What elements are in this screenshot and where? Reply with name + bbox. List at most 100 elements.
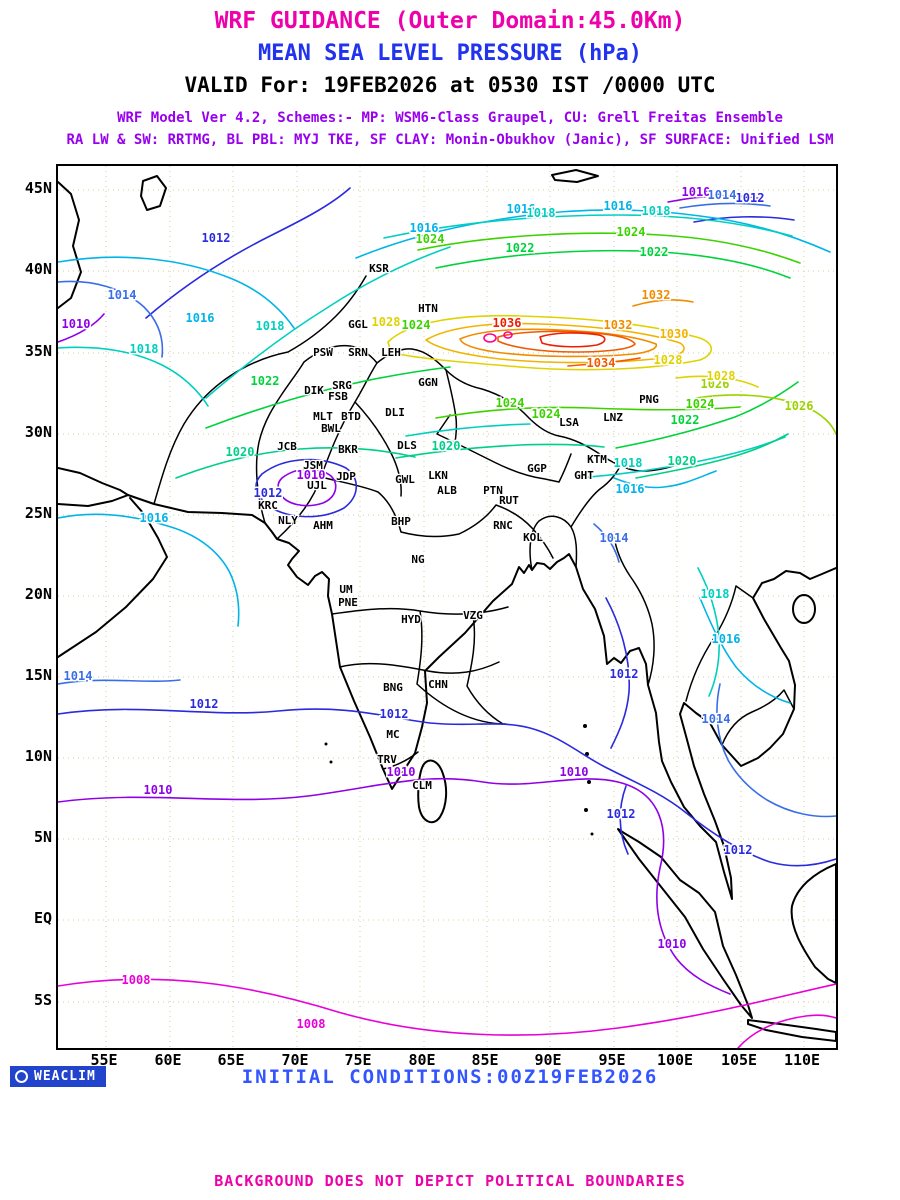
city-label-jcb: JCB [277, 440, 297, 453]
contour-1020 [635, 433, 789, 479]
city-label-ahm: AHM [313, 519, 333, 532]
contour-label: 1010 [682, 185, 711, 199]
city-label-jdp: JDP [336, 470, 356, 483]
city-label-rut: RUT [499, 494, 519, 507]
city-label-lkn: LKN [428, 469, 448, 482]
contour-1018 [58, 346, 209, 407]
contour-label: 1024 [402, 318, 431, 332]
contour-label: 1010 [658, 937, 687, 951]
contour-1014 [679, 202, 771, 209]
coastline-arabia [58, 494, 168, 658]
contour-core [503, 331, 513, 339]
lat-tick-label: 25N [24, 504, 52, 522]
city-label-lnz: LNZ [603, 411, 623, 424]
contour-label: 1014 [702, 712, 731, 726]
contour-label: 1016 [604, 199, 633, 213]
contour-1026 [695, 394, 836, 435]
valid-time-line: VALID For: 19FEB2026 at 0530 IST /0000 U… [184, 73, 716, 97]
lon-tick-label: 90E [534, 1051, 562, 1069]
city-label-png: PNG [639, 393, 659, 406]
contour-label: 1022 [640, 245, 669, 259]
contour-label: 1012 [380, 707, 409, 721]
contour-1018 [575, 436, 786, 479]
contour-1012 [605, 597, 631, 749]
lon-tick-label: 110E [783, 1051, 821, 1069]
contour-1014 [58, 280, 164, 358]
city-label-alb: ALB [437, 484, 457, 497]
page-title: WRF GUIDANCE (Outer Domain:45.0Km) [214, 8, 686, 34]
contour-1018 [405, 423, 531, 437]
contour-label: 1022 [506, 241, 535, 255]
city-label-um: UM [339, 583, 353, 596]
contour-1022 [205, 366, 451, 429]
contour-1028 [675, 375, 759, 388]
city-label-ptn: PTN [483, 484, 503, 497]
lon-tick-label: 60E [154, 1051, 182, 1069]
contour-1028 [387, 314, 713, 371]
contour-1016 [58, 256, 295, 329]
city-label-hyd: HYD [401, 613, 421, 626]
country-borders [153, 275, 795, 746]
coastline-lakes [58, 169, 599, 309]
contour-label: 1014 [108, 288, 137, 302]
city-label-bkr: BKR [338, 443, 358, 456]
pressure-map: 1008 1008 1010 1010 1010 1010 1010 1010 1010 1012… [58, 166, 836, 1048]
contour-1022 [435, 249, 791, 279]
contour-1008 [58, 978, 836, 1036]
map-frame: 1008 1008 1010 1010 1010 1010 1010 1010 1010 1012… [56, 164, 838, 1050]
contour-1016 [613, 470, 717, 489]
contour-label: 1022 [251, 374, 280, 388]
contour-1018 [205, 246, 451, 399]
city-label-ujl: UJL [307, 479, 327, 492]
contour-label: 1012 [190, 697, 219, 711]
contour-label: 1020 [432, 439, 461, 453]
contour-1014 [716, 683, 836, 818]
weaclim-logo-text: WEACLIM [34, 1069, 96, 1084]
city-label-chn: CHN [428, 678, 448, 691]
contour-label: 1010 [560, 765, 589, 779]
contour-label: 1030 [660, 327, 689, 341]
contour-1012 [255, 458, 358, 518]
contour-labels: 1008 1008 1010 1010 1010 1010 1010 1010 1010 1012… [60, 184, 815, 1033]
contour-label: 1012 [736, 191, 765, 205]
contour-label: 1016 [140, 511, 169, 525]
contour-label: 1026 [701, 377, 730, 391]
lon-tick-label: 55E [90, 1051, 118, 1069]
contour-core [483, 333, 497, 343]
small-islands [324, 724, 594, 836]
city-label-kol: KOL [523, 531, 543, 544]
lat-tick-label: 5S [33, 991, 52, 1009]
contour-1016 [699, 597, 791, 704]
contour-label: 1014 [600, 531, 629, 545]
contour-1016 [355, 209, 831, 259]
contour-label: 1012 [724, 843, 753, 857]
contour-label: 1028 [654, 353, 683, 367]
contour-1032 [632, 299, 694, 307]
city-label-krc: KRC [258, 499, 278, 512]
disclaimer-line: BACKGROUND DOES NOT DEPICT POLITICAL BOU… [214, 1172, 686, 1190]
coastlines-and-borders [58, 169, 836, 1042]
city-label-dls: DLS [397, 439, 417, 452]
lat-tick-label: 20N [24, 585, 52, 603]
contour-1018 [383, 214, 793, 239]
city-label-srn: SRN [348, 346, 368, 359]
lat-tick-label: 45N [24, 179, 52, 197]
contour-label: 1018 [130, 342, 159, 356]
contour-1016 [58, 513, 240, 627]
contour-1024 [417, 232, 801, 264]
lon-tick-label: 95E [598, 1051, 626, 1069]
contour-label: 1018 [527, 206, 556, 220]
city-label-dik: DIK [304, 384, 324, 397]
city-label-dli: DLI [385, 406, 405, 419]
city-label-bng: BNG [383, 681, 403, 694]
contour-label: 1028 [372, 315, 401, 329]
contour-label: 1018 [701, 587, 730, 601]
scheme-line-2: RA LW & SW: RRTMG, BL PBL: MYJ TKE, SF C… [66, 132, 834, 148]
contour-1034 [567, 357, 641, 367]
contour-label: 1034 [587, 356, 616, 370]
contour-label: 1028 [707, 369, 736, 383]
contour-1012 [58, 708, 836, 867]
page-subtitle: MEAN SEA LEVEL PRESSURE (hPa) [257, 41, 643, 66]
